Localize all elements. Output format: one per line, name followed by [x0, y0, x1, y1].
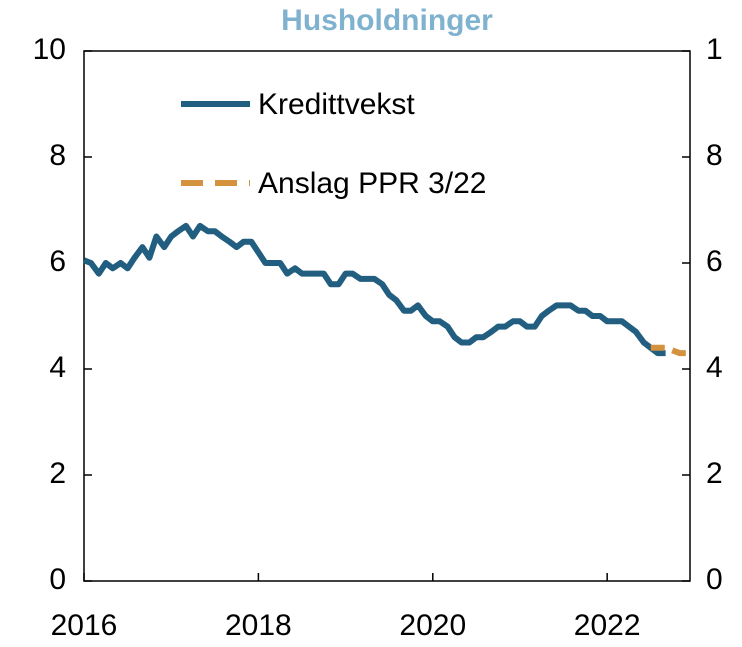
x-tick-label: 2018: [225, 609, 292, 642]
legend-label: Anslag PPR 3/22: [258, 167, 486, 200]
y-tick-label: 8: [49, 139, 66, 172]
y2-tick-label: 0: [706, 563, 723, 596]
series-line: [650, 344, 690, 357]
x-tick-label: 2022: [574, 609, 641, 642]
y-tick-label: 0: [49, 563, 66, 596]
y2-tick-label: 2: [706, 457, 723, 490]
legend-label: Kredittvekst: [258, 88, 415, 121]
y2-tick-label: 8: [706, 139, 723, 172]
plot-frame: [83, 50, 691, 582]
y-tick-label: 4: [49, 351, 66, 384]
chart-title: Husholdninger: [281, 4, 493, 37]
y2-tick-label: 6: [706, 245, 723, 278]
y-tick-label: 2: [49, 457, 66, 490]
y-tick-label: 10: [33, 33, 66, 66]
y2-tick-label: 1: [706, 33, 723, 66]
y2-tick-label: 4: [706, 351, 723, 384]
series-line: [82, 222, 666, 357]
x-tick-label: 2016: [51, 609, 118, 642]
x-tick-label: 2020: [399, 609, 466, 642]
y-tick-label: 6: [49, 245, 66, 278]
